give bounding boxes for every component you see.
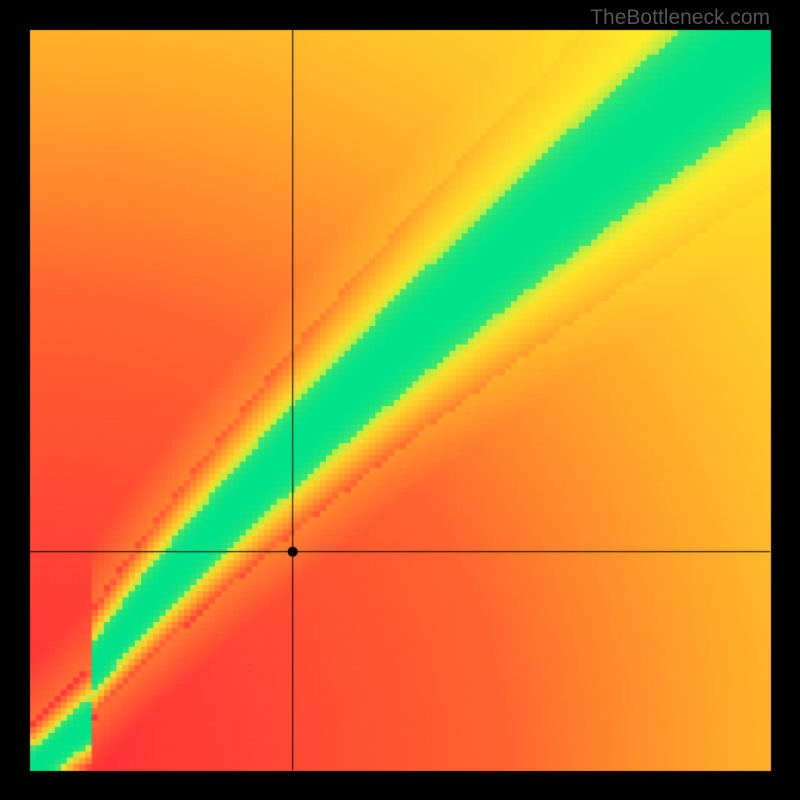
watermark-text: TheBottleneck.com <box>590 6 770 30</box>
chart-container: TheBottleneck.com <box>0 0 800 800</box>
bottleneck-heatmap <box>0 0 800 800</box>
